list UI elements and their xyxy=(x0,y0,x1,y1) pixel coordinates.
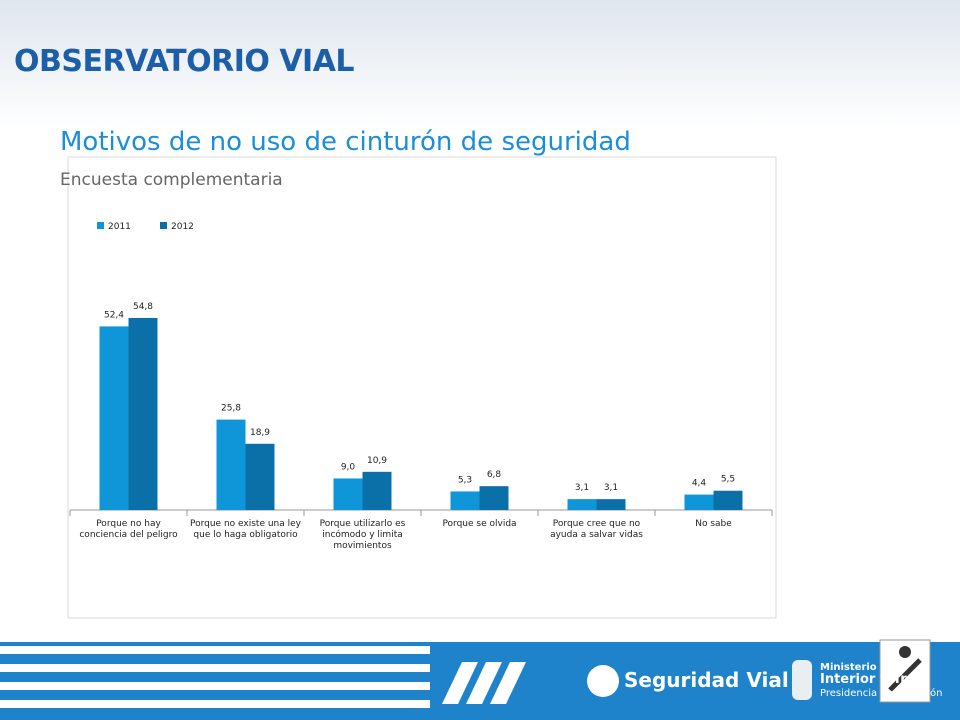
chart-frame xyxy=(67,156,777,619)
footer-stripe xyxy=(0,700,430,708)
seatbelt-icon xyxy=(888,658,922,692)
seatbelt-icon xyxy=(899,646,911,658)
data-label: 6,8 xyxy=(487,470,502,480)
bar xyxy=(713,490,743,510)
legend-swatch xyxy=(160,222,167,229)
legend-swatch xyxy=(97,222,104,229)
header-title: OBSERVATORIO VIAL xyxy=(14,44,355,79)
x-tick-label: No sabe xyxy=(695,519,732,529)
bar xyxy=(216,419,246,510)
footer-stripe xyxy=(0,664,430,672)
bar xyxy=(333,478,363,510)
footer-stripe xyxy=(0,682,430,690)
logo-icon xyxy=(587,665,619,697)
x-tick-label: Porque utilizarlo es incómodo y limita m… xyxy=(319,519,406,551)
data-label: 18,9 xyxy=(250,428,270,438)
data-label: 5,3 xyxy=(458,475,472,485)
data-label: 5,5 xyxy=(721,475,735,485)
data-label: 3,1 xyxy=(604,483,618,493)
x-tick-label: Porque se olvida xyxy=(442,519,517,529)
data-label: 52,4 xyxy=(104,310,124,320)
footer-stripe xyxy=(0,646,430,654)
bar xyxy=(479,486,509,510)
legend-label: 2011 xyxy=(108,222,131,232)
data-label: 3,1 xyxy=(575,483,589,493)
footer-slash xyxy=(442,662,478,704)
footer-ministry: Interior y Tr xyxy=(820,672,907,687)
bar xyxy=(99,326,129,510)
x-tick-label: Porque no hay conciencia del peligro xyxy=(79,519,178,540)
x-tick-label: Porque no existe una ley que lo haga obl… xyxy=(189,519,301,540)
footer-slash xyxy=(466,662,502,704)
bar xyxy=(684,494,714,510)
x-tick-label: Porque cree que no ayuda a salvar vidas xyxy=(550,519,643,540)
footer-ministry: Ministerio del xyxy=(820,662,898,673)
bar xyxy=(128,318,158,510)
bar xyxy=(450,491,480,510)
data-label: 10,9 xyxy=(367,456,387,466)
coat-of-arms xyxy=(792,660,812,700)
slide-title: Motivos de no uso de cinturón de segurid… xyxy=(60,127,631,157)
bar xyxy=(567,499,597,510)
data-label: 9,0 xyxy=(341,462,356,472)
bar xyxy=(596,499,626,510)
data-label: 25,8 xyxy=(221,404,241,414)
footer-slash xyxy=(490,662,526,704)
slide-subtitle: Encuesta complementaria xyxy=(60,170,283,190)
footer-brand: Seguridad Vial xyxy=(624,668,789,692)
footer-ministry: Presidencia de la Nación xyxy=(820,688,943,699)
data-label: 54,8 xyxy=(133,302,153,312)
bar xyxy=(245,443,275,510)
data-label: 4,4 xyxy=(692,479,707,489)
legend-label: 2012 xyxy=(171,222,194,232)
bar xyxy=(362,471,392,510)
